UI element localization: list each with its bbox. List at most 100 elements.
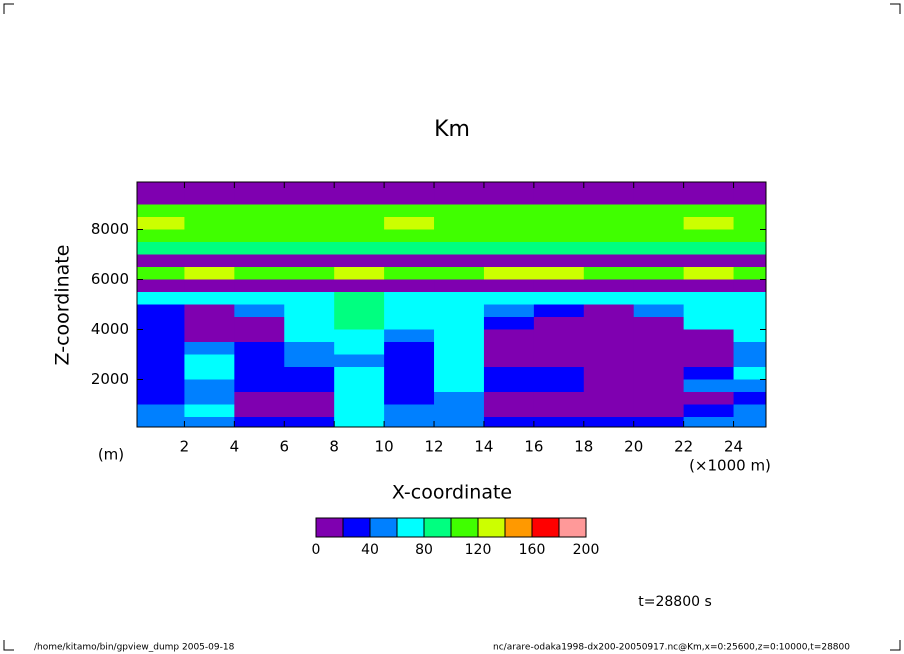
field-cell (733, 392, 766, 405)
field-cell (234, 192, 285, 205)
field-cell (483, 417, 535, 427)
field-cell (533, 367, 585, 380)
field-cell (483, 317, 535, 330)
field-cell (733, 417, 766, 427)
field-cell (683, 217, 735, 230)
field-cell (384, 292, 435, 305)
field-cell (234, 204, 285, 218)
field-cell (683, 254, 735, 268)
field-cell (733, 367, 766, 380)
field-cell (683, 279, 735, 293)
field-cell (434, 204, 485, 218)
field-cell (733, 404, 766, 418)
field-cell (633, 379, 685, 393)
field-cell (184, 204, 235, 218)
field-cell (334, 242, 385, 255)
field-cell (533, 342, 585, 355)
field-cell (434, 317, 485, 330)
field-cell (434, 217, 485, 230)
field-cell (334, 292, 385, 305)
field-cell (234, 404, 285, 418)
field-cell (483, 229, 535, 243)
field-cell (184, 254, 235, 268)
field-cell (583, 317, 635, 330)
field-cell (683, 404, 735, 418)
field-cell (583, 267, 635, 280)
field-cell (384, 417, 435, 427)
field-cell (234, 279, 285, 293)
field-cell (434, 279, 485, 293)
chart-title: Km (434, 117, 470, 142)
field-cell (733, 192, 766, 205)
field-cell (633, 342, 685, 355)
field-cell (184, 229, 235, 243)
footer-right: nc/arare-odaka1998-dx200-20050917.nc@Km,… (493, 643, 850, 653)
field-cell (683, 267, 735, 280)
field (137, 182, 766, 427)
field-cell (234, 392, 285, 405)
field-cell (683, 242, 735, 255)
field-cell (533, 192, 585, 205)
field-cell (533, 417, 585, 427)
field-cell (184, 217, 235, 230)
field-cell (284, 379, 335, 393)
x-tick-label: 8 (329, 438, 339, 456)
field-cell (184, 404, 235, 418)
field-cell (434, 404, 485, 418)
field-cell (234, 367, 285, 380)
field-cell (284, 217, 335, 230)
field-cell (234, 304, 285, 318)
field-cell (384, 279, 435, 293)
field-cell (234, 267, 285, 280)
field-cell (234, 242, 285, 255)
field-cell (434, 242, 485, 255)
field-cell (434, 354, 485, 368)
field-cell (633, 292, 685, 305)
x-tick-label: 10 (375, 438, 394, 456)
field-cell (434, 254, 485, 268)
y-tick-label: 8000 (91, 220, 129, 238)
field-cell (234, 354, 285, 368)
field-cell (633, 329, 685, 343)
field-cell (184, 182, 235, 193)
field-cell (334, 279, 385, 293)
x-unit: (×1000 m) (689, 457, 771, 475)
field-cell (434, 329, 485, 343)
field-cell (434, 267, 485, 280)
field-cell (434, 292, 485, 305)
field-cell (284, 417, 335, 427)
field-cell (533, 204, 585, 218)
field-cell (284, 242, 335, 255)
y-tick-label: 6000 (91, 270, 129, 288)
x-tick-label: 22 (674, 438, 693, 456)
field-cell (284, 279, 335, 293)
field-cell (137, 417, 185, 427)
field-cell (184, 317, 235, 330)
field-cell (733, 267, 766, 280)
field-cell (184, 304, 235, 318)
field-cell (733, 329, 766, 343)
colorbar-swatch (450, 517, 479, 538)
colorbar-tick-label: 200 (573, 542, 600, 558)
field-cell (334, 217, 385, 230)
field-cell (633, 279, 685, 293)
field-cell (733, 292, 766, 305)
field-cell (334, 417, 385, 427)
field-cell (434, 392, 485, 405)
field-cell (184, 192, 235, 205)
colorbar-swatch (342, 517, 371, 538)
field-cell (733, 279, 766, 293)
field-cell (633, 182, 685, 193)
field-cell (184, 329, 235, 343)
field-cell (184, 379, 235, 393)
field-cell (234, 182, 285, 193)
field-cell (483, 342, 535, 355)
field-cell (683, 229, 735, 243)
field-cell (184, 292, 235, 305)
field-cell (434, 367, 485, 380)
field-cell (633, 204, 685, 218)
field-cell (683, 354, 735, 368)
field-cell (137, 204, 185, 218)
field-cell (284, 354, 335, 368)
